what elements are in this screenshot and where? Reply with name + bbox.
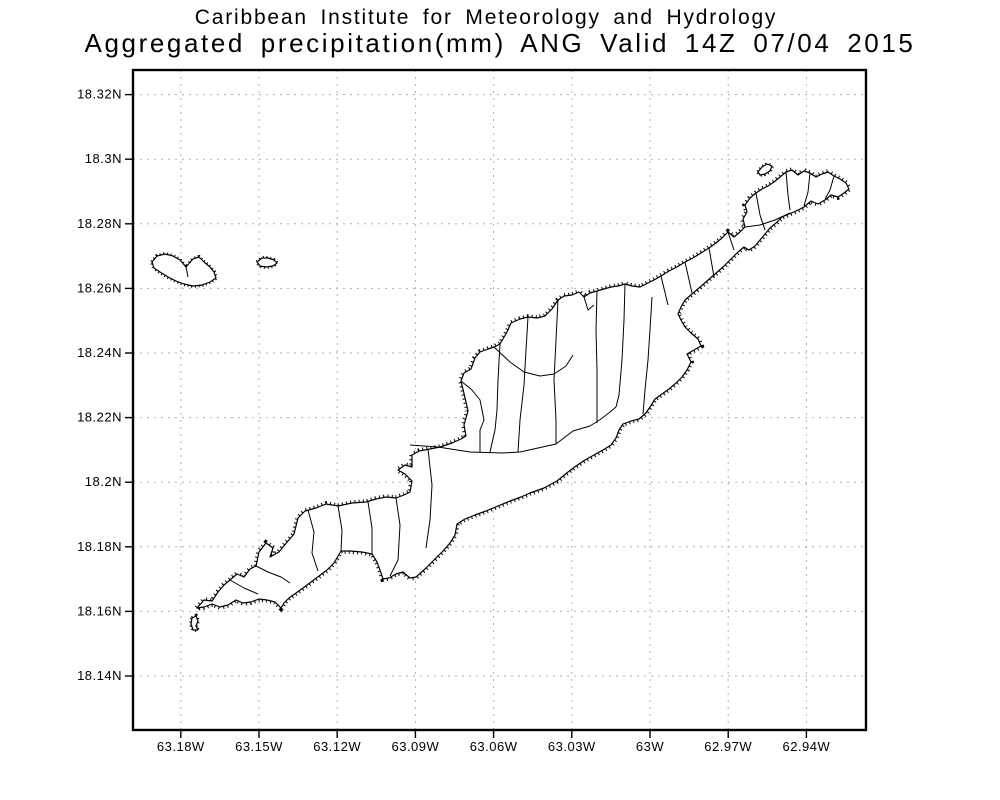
longitude-tick-label: 63.03W <box>548 739 596 754</box>
longitude-tick-label: 63W <box>636 739 664 754</box>
plot-frame <box>131 68 868 732</box>
latitude-tick-label: 18.3N <box>85 151 122 166</box>
latitude-tick-label: 18.32N <box>77 87 122 102</box>
latitude-tick-label: 18.24N <box>77 345 122 360</box>
latitude-tick-label: 18.22N <box>77 410 122 425</box>
islet-coastline <box>256 257 278 268</box>
axis-ticks <box>125 93 808 738</box>
anguillita-islet <box>188 613 202 632</box>
latitude-tick-label: 18.2N <box>85 474 122 489</box>
latitude-tick-label: 18.26N <box>77 280 122 295</box>
islet-boundary <box>185 266 189 278</box>
prickly-pear-islet <box>254 256 281 270</box>
islet-coastline <box>151 253 217 287</box>
longitude-tick-label: 63.15W <box>235 739 283 754</box>
northeast-islet <box>755 161 775 178</box>
islet-coastline <box>190 615 199 631</box>
longitude-axis-labels: 63.18W 63.15W 63.12W 63.09W 63.06W 63.03W 63W 6… <box>157 739 830 754</box>
latitude-axis-labels: 18.32N 18.3N 18.28N 18.26N 18.24N 18.22N 18.2N… <box>77 87 122 683</box>
watershed-boundaries <box>229 171 835 595</box>
longitude-tick-label: 63.12W <box>313 739 361 754</box>
anguilla-map <box>149 161 853 632</box>
latitude-tick-label: 18.28N <box>77 216 122 231</box>
latitude-tick-label: 18.18N <box>77 539 122 554</box>
latitude-tick-label: 18.16N <box>77 603 122 618</box>
page-title: Caribbean Institute for Meteorology and … <box>194 6 778 29</box>
dog-island <box>149 251 219 289</box>
anguilla-coastline <box>196 169 850 609</box>
longitude-tick-label: 63.06W <box>470 739 518 754</box>
longitude-tick-label: 63.09W <box>391 739 439 754</box>
islet-coastline <box>757 163 773 176</box>
latitude-tick-label: 18.14N <box>77 668 122 683</box>
page-subtitle: Aggregated precipitation(mm) ANG Valid 1… <box>84 28 916 58</box>
longitude-tick-label: 63.18W <box>157 739 205 754</box>
longitude-tick-label: 62.94W <box>782 739 830 754</box>
longitude-tick-label: 62.97W <box>704 739 752 754</box>
